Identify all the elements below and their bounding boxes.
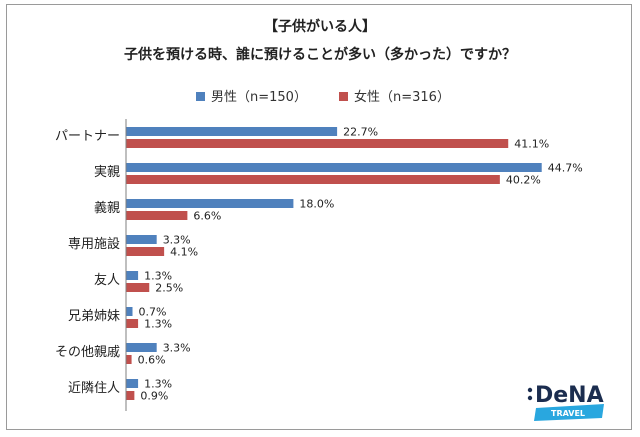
dena-travel-logo: DeNA TRAVEL: [527, 383, 604, 421]
logo-band: [534, 404, 604, 421]
data-label: 0.6%: [138, 354, 166, 367]
bar-female: [126, 391, 135, 400]
data-label: 1.3%: [144, 318, 172, 331]
bar-female: [126, 247, 165, 256]
category-label: その他親戚: [55, 345, 120, 360]
data-label: 1.3%: [144, 378, 172, 391]
data-label: 0.7%: [139, 306, 167, 319]
logo-wordmark: DeNA: [535, 383, 604, 408]
chart-legend: 男性（n=150） 女性（n=316）: [0, 86, 640, 105]
bar-male: [126, 199, 294, 208]
category-label: 義親: [94, 200, 120, 216]
legend-item-male: 男性（n=150）: [196, 86, 307, 105]
data-label: 40.2%: [506, 174, 541, 187]
data-label: 0.9%: [140, 390, 168, 403]
logo-dot-top: [527, 387, 533, 393]
logo-dot-bottom: [527, 395, 533, 401]
data-label: 22.7%: [343, 126, 378, 139]
category-label: パートナー: [55, 129, 120, 144]
legend-item-female: 女性（n=316）: [339, 86, 450, 105]
data-label: 3.3%: [163, 342, 191, 355]
data-label: 2.5%: [155, 282, 183, 295]
logo-subtext: TRAVEL: [551, 409, 585, 418]
data-label: 6.6%: [193, 210, 221, 223]
bar-male: [126, 127, 338, 136]
bar-female: [126, 283, 150, 292]
chart-frame: [6, 4, 632, 430]
bar-male: [126, 163, 542, 172]
chart-title-line1: 【子供がいる人】: [264, 19, 376, 35]
bar-male: [126, 379, 139, 388]
bar-male: [126, 343, 157, 352]
bar-female: [126, 211, 188, 220]
data-label: 4.1%: [170, 246, 198, 259]
bar-female: [126, 175, 500, 184]
bar-female: [126, 139, 509, 148]
legend-swatch-male: [196, 92, 205, 101]
legend-swatch-female: [339, 92, 348, 101]
legend-label-male: 男性（n=150）: [211, 90, 307, 105]
data-label: 18.0%: [299, 198, 334, 211]
category-label: 専用施設: [68, 236, 120, 252]
chart-title-line2: 子供を預ける時、誰に預けることが多い（多かった）ですか？: [124, 47, 516, 63]
bar-male: [126, 235, 157, 244]
category-label: 友人: [94, 272, 120, 288]
bar-male: [126, 307, 133, 316]
bar-female: [126, 355, 132, 364]
legend-label-female: 女性（n=316）: [354, 90, 450, 105]
bar-female: [126, 319, 139, 328]
category-label: 実親: [94, 164, 120, 180]
bar-male: [126, 271, 139, 280]
data-label: 3.3%: [163, 234, 191, 247]
category-label: 兄弟姉妹: [68, 309, 120, 324]
category-label: 近隣住人: [68, 380, 120, 396]
data-label: 41.1%: [514, 138, 549, 151]
data-label: 44.7%: [548, 162, 583, 175]
data-label: 1.3%: [144, 270, 172, 283]
